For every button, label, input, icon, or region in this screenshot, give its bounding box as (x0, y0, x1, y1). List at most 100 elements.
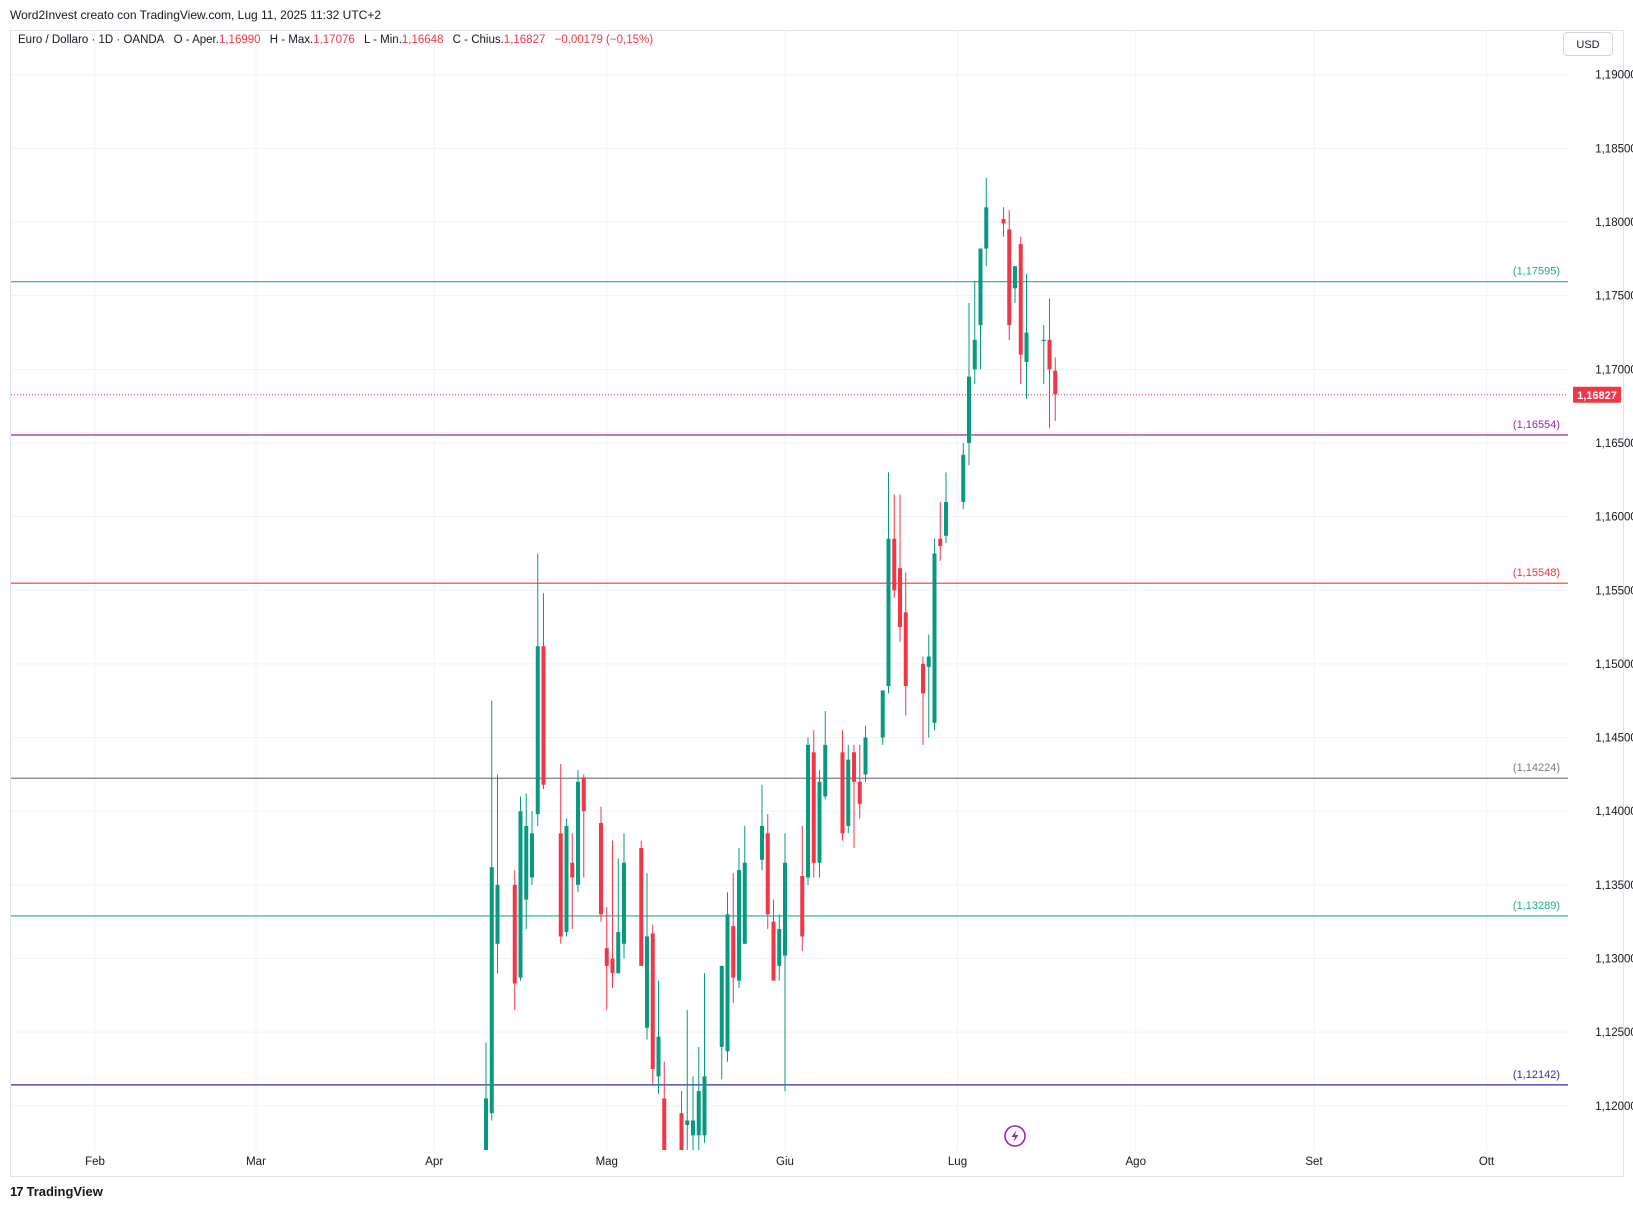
candle[interactable] (903, 572, 908, 716)
candle[interactable] (518, 796, 523, 981)
candle[interactable] (484, 1042, 488, 1150)
candle[interactable] (1053, 357, 1058, 421)
tradingview-logo[interactable]: 17 TradingView (10, 1184, 103, 1199)
candle[interactable] (944, 472, 948, 544)
y-tick-label: 1,14000 (1595, 806, 1633, 818)
candle[interactable] (967, 303, 971, 466)
candle[interactable] (489, 700, 494, 1121)
candle[interactable] (576, 769, 580, 893)
candle[interactable] (622, 833, 626, 959)
level-label: (1,16554) (1513, 419, 1560, 431)
y-tick-label: 1,18000 (1595, 217, 1633, 229)
candle[interactable] (656, 980, 661, 1095)
candle[interactable] (541, 593, 546, 790)
candle[interactable] (696, 1046, 701, 1150)
candle[interactable] (737, 848, 741, 988)
y-tick-label: 1,13500 (1595, 880, 1633, 892)
candle[interactable] (777, 914, 782, 981)
candle[interactable] (978, 248, 983, 370)
candle[interactable] (984, 177, 989, 267)
candle[interactable] (817, 769, 822, 878)
candle[interactable] (610, 840, 615, 988)
currency-button[interactable]: USD (1563, 32, 1613, 56)
candle[interactable] (771, 899, 776, 981)
candle[interactable] (616, 858, 621, 974)
level-label: (1,17595) (1513, 266, 1560, 278)
candle[interactable] (926, 634, 931, 738)
candle[interactable] (852, 744, 856, 849)
candle[interactable] (1007, 210, 1012, 340)
candle[interactable] (512, 870, 517, 1011)
candle-body (524, 825, 529, 900)
candle[interactable] (599, 806, 603, 922)
candle[interactable] (719, 965, 724, 1080)
candle[interactable] (725, 892, 730, 1062)
candle[interactable] (857, 744, 862, 819)
candle-body (1018, 244, 1023, 355)
low-value: 1,16648 (401, 34, 444, 46)
candle[interactable] (1018, 236, 1023, 385)
candle-body (622, 862, 626, 944)
candle[interactable] (1013, 266, 1017, 304)
candle[interactable] (650, 924, 655, 1084)
candle[interactable] (558, 764, 563, 944)
candle[interactable] (524, 793, 529, 930)
candle[interactable] (679, 1091, 684, 1150)
candle[interactable] (863, 725, 868, 782)
candle[interactable] (932, 538, 937, 731)
candle[interactable] (495, 774, 500, 974)
y-tick-label: 1,17500 (1595, 291, 1633, 303)
candle[interactable] (961, 442, 966, 510)
y-tick-label: 1,13000 (1595, 954, 1633, 966)
axes: 1,12000 1,12500 1,13000 1,13500 1,14000 1,145… (85, 70, 1633, 1168)
candle[interactable] (921, 656, 925, 745)
candle[interactable] (938, 501, 943, 561)
candle[interactable] (783, 833, 787, 1092)
candle[interactable] (765, 814, 770, 930)
x-tick-label: Apr (425, 1156, 443, 1168)
candle[interactable] (645, 873, 649, 1040)
candle-body (771, 921, 776, 981)
candle[interactable] (581, 774, 586, 878)
symbol-name: Euro / Dollaro · 1D · OANDA (18, 34, 165, 46)
candle[interactable] (1024, 273, 1029, 399)
candle[interactable] (702, 973, 707, 1143)
tradingview-mark-icon: 17 (10, 1184, 24, 1199)
candle[interactable] (535, 553, 540, 826)
candle[interactable] (840, 730, 845, 841)
candle[interactable] (972, 280, 977, 385)
candle[interactable] (742, 825, 747, 944)
candle[interactable] (1001, 207, 1006, 237)
candle-body (696, 1091, 701, 1136)
candle[interactable] (530, 811, 534, 885)
candle[interactable] (731, 873, 736, 1003)
candle[interactable] (880, 690, 885, 745)
candle-body (1024, 332, 1029, 362)
y-tick-label: 1,12500 (1595, 1027, 1633, 1039)
candle[interactable] (811, 730, 816, 878)
candle[interactable] (1047, 298, 1052, 429)
candle[interactable] (846, 744, 851, 834)
candle[interactable] (886, 472, 891, 694)
candle-body (944, 501, 948, 536)
candle[interactable] (604, 906, 609, 1011)
candle[interactable] (691, 1076, 695, 1150)
candle[interactable] (662, 1061, 667, 1150)
candle[interactable] (800, 825, 805, 952)
flash-icon[interactable] (1004, 1125, 1026, 1147)
candle-body (972, 339, 977, 370)
candle[interactable] (823, 711, 828, 800)
candle[interactable] (564, 818, 569, 937)
candle[interactable] (1041, 325, 1046, 385)
candle[interactable] (760, 784, 764, 871)
candle[interactable] (806, 737, 810, 885)
candle[interactable] (685, 1010, 690, 1150)
y-tick-label: 1,17000 (1595, 364, 1633, 376)
candle[interactable] (892, 494, 897, 598)
candle[interactable] (570, 833, 575, 930)
level-label: (1,15548) (1513, 567, 1560, 579)
candle[interactable] (639, 840, 644, 966)
candle-body (921, 663, 925, 694)
candle[interactable] (898, 494, 902, 642)
